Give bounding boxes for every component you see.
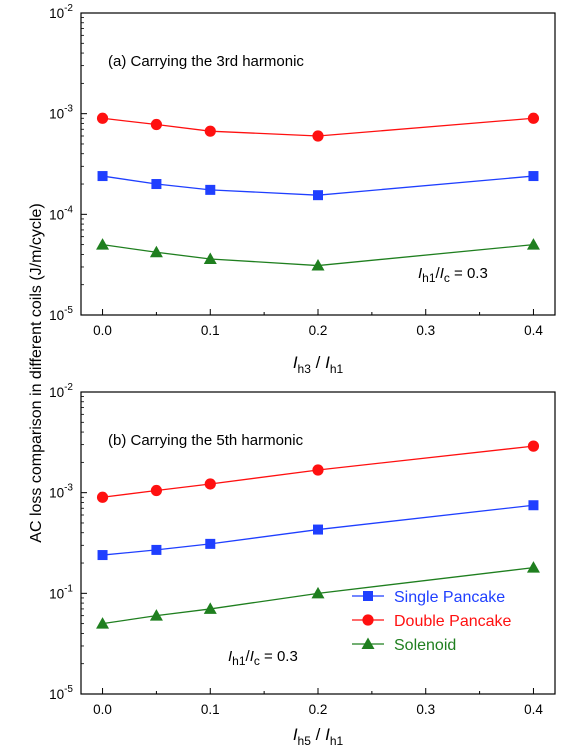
y-tick-label: 10-4 — [49, 204, 73, 222]
data-point-square — [528, 500, 539, 511]
data-point-circle — [150, 118, 163, 131]
xlabel-b-sub-main: h5 — [298, 734, 312, 746]
data-point-circle — [150, 484, 163, 497]
data-point-triangle — [96, 238, 110, 250]
data-point-circle — [204, 125, 216, 137]
xlabel-b-sub-den: h1 — [330, 734, 344, 746]
legend: Single Pancake Double Pancake Solenoid — [352, 589, 512, 654]
data-point-circle — [312, 464, 324, 476]
x-axis-label-a: Ih3 / Ih1 — [293, 353, 344, 376]
data-point-triangle — [526, 238, 540, 250]
x-tick-label: 0.0 — [93, 323, 112, 338]
annot-b-sub-den: c — [254, 654, 260, 668]
data-point-circle — [527, 112, 540, 124]
axis-ticks-b — [81, 391, 534, 695]
annot-b-i-den: I — [250, 648, 254, 665]
xlabel-a-sep: / — [311, 353, 325, 372]
data-point-triangle — [311, 259, 325, 271]
xlabel-a-i-main: I — [293, 353, 298, 372]
panel-a: 0.0 0.1 0.2 0.3 0.4 10-2 10-3 10-4 10-5 (a) Carr… — [49, 3, 556, 376]
data-point-triangle — [526, 561, 540, 573]
x-tick-label: 0.0 — [93, 702, 112, 717]
annot-b-value: = 0.3 — [260, 648, 298, 665]
data-point-square — [151, 179, 162, 190]
annot-a-slash: / — [436, 265, 441, 282]
xlabel-b-sep: / — [311, 725, 325, 744]
annot-a-sub-main: h1 — [422, 271, 436, 285]
y-tick-label: 10-2 — [49, 3, 73, 21]
ratio-annotation-a: Ih1/Ic = 0.3 — [418, 265, 488, 285]
legend-marker — [362, 614, 374, 626]
data-point-square — [97, 171, 108, 182]
x-axis-label-b: Ih5 / Ih1 — [293, 725, 344, 746]
data-point-triangle — [149, 245, 163, 258]
x-tick-label: 0.2 — [309, 323, 328, 338]
data-point-circle — [204, 478, 216, 490]
annot-a-value: = 0.3 — [450, 265, 488, 282]
xlabel-b-i-main: I — [293, 725, 298, 744]
annot-b-i-main: I — [228, 648, 232, 665]
legend-label: Single Pancake — [394, 589, 505, 606]
xlabel-b-i-den: I — [325, 725, 330, 744]
data-point-square — [97, 550, 108, 561]
data-point-square — [313, 524, 323, 535]
data-point-triangle — [149, 609, 163, 621]
axis-ticks-a — [81, 12, 534, 316]
data-point-circle — [312, 130, 324, 142]
annot-a-i-den: I — [440, 265, 444, 282]
legend-marker — [361, 637, 375, 649]
annot-a-sub-den: c — [444, 271, 450, 285]
legend-marker — [363, 591, 373, 601]
data-point-square — [313, 190, 323, 201]
data-point-square — [205, 538, 216, 549]
x-tick-label: 0.3 — [416, 323, 435, 338]
y-tick-label: 10-3 — [49, 104, 73, 122]
x-tick-label: 0.2 — [309, 702, 328, 717]
y-tick-label: 10-5 — [49, 684, 73, 702]
data-point-circle — [96, 491, 109, 503]
data-point-circle — [527, 440, 540, 452]
panel-title-a: (a) Carrying the 3rd harmonic — [108, 53, 304, 70]
tick-labels-b: 0.0 0.1 0.2 0.3 0.4 10-2 10-3 10-1 10-5 — [49, 382, 543, 717]
data-point-square — [205, 184, 216, 195]
y-tick-label: 10-3 — [49, 483, 73, 501]
annot-b-sub-main: h1 — [232, 654, 246, 668]
panel-title-b: (b) Carrying the 5th harmonic — [108, 432, 304, 449]
data-point-circle — [96, 112, 109, 124]
x-tick-label: 0.4 — [524, 323, 543, 338]
annot-b-slash: / — [246, 648, 251, 665]
y-tick-label: 10-2 — [49, 382, 73, 400]
panel-b: 0.0 0.1 0.2 0.3 0.4 10-2 10-3 10-1 10-5 (b) Carr… — [49, 382, 556, 746]
x-tick-label: 0.1 — [201, 702, 220, 717]
data-point-square — [151, 544, 162, 555]
series-markers-b — [96, 440, 540, 629]
data-point-triangle — [311, 586, 325, 599]
legend-label: Double Pancake — [394, 613, 512, 630]
legend-label: Solenoid — [394, 637, 456, 654]
xlabel-a-i-den: I — [325, 353, 330, 372]
data-point-triangle — [203, 602, 217, 614]
y-tick-label: 10-1 — [49, 583, 73, 601]
x-tick-label: 0.3 — [416, 702, 435, 717]
series-markers-a — [96, 112, 540, 271]
data-point-square — [528, 171, 539, 182]
data-point-triangle — [96, 617, 110, 629]
annot-a-i-main: I — [418, 265, 422, 282]
ratio-annotation-b: Ih1/Ic = 0.3 — [228, 648, 298, 668]
tick-labels-a: 0.0 0.1 0.2 0.3 0.4 10-2 10-3 10-4 10-5 — [49, 3, 543, 338]
y-axis-label: AC loss comparison in different coils (J… — [28, 203, 45, 542]
x-tick-label: 0.4 — [524, 702, 543, 717]
data-point-triangle — [203, 252, 217, 264]
x-tick-label: 0.1 — [201, 323, 220, 338]
xlabel-a-sub-den: h1 — [330, 362, 344, 376]
xlabel-a-sub-main: h3 — [298, 362, 312, 376]
y-tick-label: 10-5 — [49, 305, 73, 323]
